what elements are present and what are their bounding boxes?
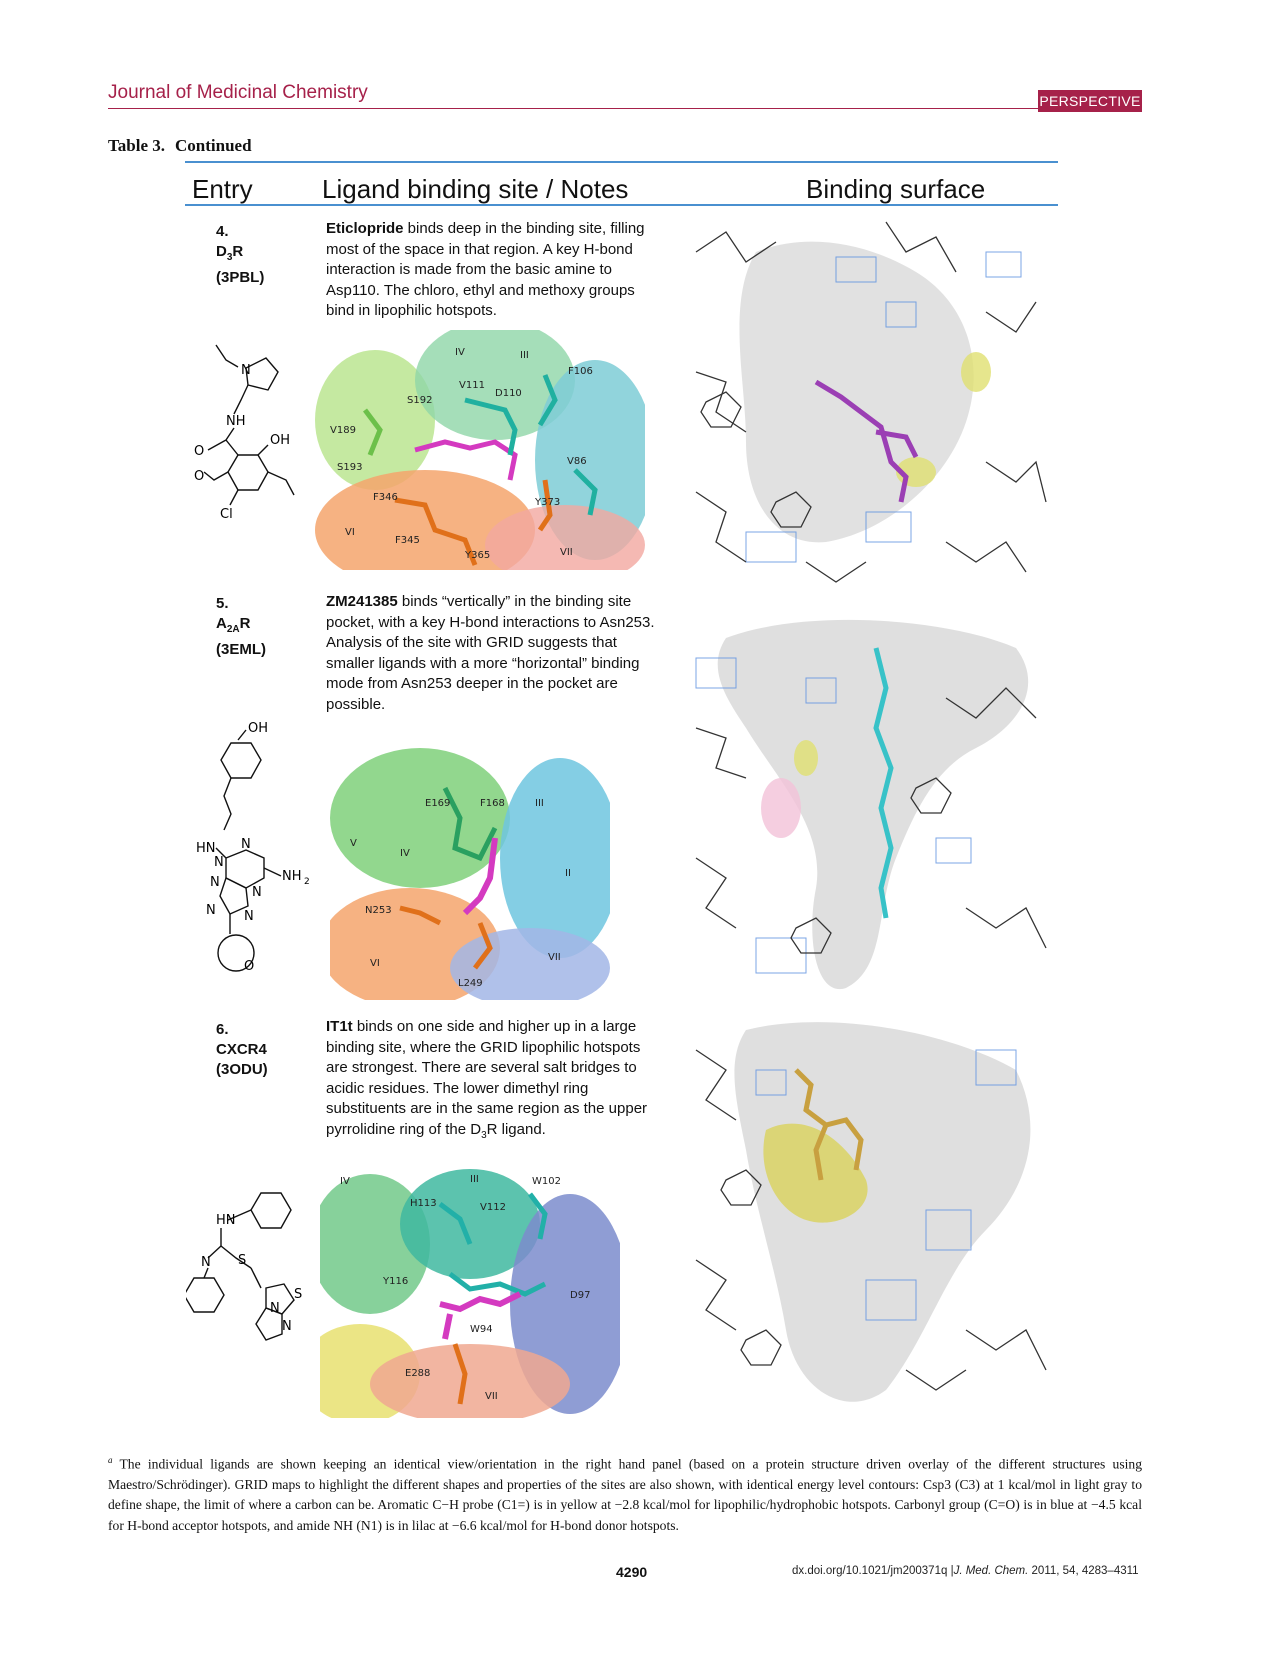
svg-text:O: O	[194, 444, 204, 459]
entry-6-binding-site-image: IV III W102 H113 V112 Y116 D97 W94 E288 …	[320, 1164, 620, 1418]
entry-4-structure: N NH O OH O Cl	[194, 344, 295, 522]
svg-text:N: N	[201, 1255, 211, 1270]
table-title: Table 3. Continued	[108, 136, 252, 155]
svg-text:III: III	[520, 350, 529, 361]
svg-text:NH: NH	[282, 869, 302, 884]
svg-text:N: N	[241, 363, 251, 378]
column-header-surface: Binding surface	[806, 174, 986, 204]
svg-text:V111: V111	[459, 380, 485, 391]
svg-text:OH: OH	[270, 433, 290, 448]
entry-6-binding-surface-image	[686, 1010, 1056, 1420]
svg-text:O: O	[244, 959, 254, 974]
svg-text:N: N	[252, 885, 262, 900]
svg-text:Y116: Y116	[382, 1276, 408, 1287]
svg-text:N: N	[210, 875, 220, 890]
svg-text:D110: D110	[495, 388, 522, 399]
page-number: 4290	[616, 1564, 648, 1580]
entry-4-note: Eticlopride binds deep in the binding si…	[326, 220, 645, 320]
svg-text:N: N	[206, 903, 216, 918]
entry-4-binding-surface-image	[686, 212, 1056, 594]
svg-text:L249: L249	[458, 978, 483, 989]
svg-text:W94: W94	[470, 1324, 493, 1335]
svg-text:VII: VII	[485, 1391, 498, 1402]
entry-6-label: 6. CXCR4 (3ODU)	[216, 1021, 268, 1078]
svg-text:Y365: Y365	[464, 550, 490, 561]
svg-text:V112: V112	[480, 1202, 506, 1213]
svg-text:VII: VII	[548, 952, 561, 963]
svg-text:N: N	[244, 909, 254, 924]
svg-text:S: S	[238, 1253, 246, 1268]
svg-text:III: III	[470, 1174, 479, 1185]
entry-6-note: IT1t binds on one side and higher up in …	[326, 1018, 648, 1141]
svg-text:F346: F346	[373, 492, 398, 503]
table-top-rule	[185, 161, 1058, 163]
svg-text:N: N	[270, 1301, 280, 1316]
svg-text:IV: IV	[400, 848, 410, 859]
entry-6-structure: HN N S S N N	[186, 1192, 302, 1341]
column-header-entry: Entry	[192, 174, 253, 204]
svg-text:O: O	[194, 469, 204, 484]
svg-text:2: 2	[304, 877, 310, 887]
svg-text:V189: V189	[330, 425, 356, 436]
svg-text:N253: N253	[365, 905, 392, 916]
svg-text:V86: V86	[567, 456, 587, 467]
entry-5-binding-surface-image	[686, 608, 1056, 1006]
svg-text:HN: HN	[216, 1213, 236, 1228]
svg-text:F106: F106	[568, 366, 593, 377]
svg-text:S: S	[294, 1287, 302, 1302]
svg-text:W102: W102	[532, 1176, 561, 1187]
svg-text:F168: F168	[480, 798, 505, 809]
svg-text:S193: S193	[337, 462, 362, 473]
svg-text:F345: F345	[395, 535, 420, 546]
svg-text:IV: IV	[455, 347, 465, 358]
svg-text:VI: VI	[345, 527, 355, 538]
entry-5-label: 5. A2AR (3EML)	[216, 595, 266, 658]
svg-text:NH: NH	[226, 414, 246, 429]
svg-text:N: N	[282, 1319, 292, 1334]
entry-5-note: ZM241385 binds “vertically” in the bindi…	[326, 593, 655, 713]
header-rule	[108, 108, 1142, 109]
svg-text:S192: S192	[407, 395, 432, 406]
entry-4-binding-site-image: IV III V111 D110 F106 S192 V189 V86 S193…	[315, 330, 645, 570]
entry-5-structure: OH HN N N NH 2 N N N N O	[196, 721, 310, 974]
svg-text:Cl: Cl	[220, 507, 233, 522]
svg-text:N: N	[214, 855, 224, 870]
svg-text:OH: OH	[248, 721, 268, 736]
svg-text:V: V	[350, 838, 357, 849]
table-footnote: a The individual ligands are shown keepi…	[108, 1455, 1142, 1533]
table-header-rule	[185, 204, 1058, 206]
column-header-notes: Ligand binding site / Notes	[322, 174, 629, 204]
svg-text:VI: VI	[370, 958, 380, 969]
svg-text:II: II	[565, 868, 571, 879]
svg-text:N: N	[241, 837, 251, 852]
entry-4-label: 4. D3R (3PBL)	[216, 223, 265, 286]
svg-text:IV: IV	[340, 1176, 350, 1187]
svg-text:Y373: Y373	[534, 497, 560, 508]
svg-text:H113: H113	[410, 1198, 437, 1209]
svg-text:E288: E288	[405, 1368, 430, 1379]
doi-citation: dx.doi.org/10.1021/jm200371q |J. Med. Ch…	[792, 1565, 1139, 1577]
section-badge: PERSPECTIVE	[1038, 90, 1142, 112]
journal-title: Journal of Medicinal Chemistry	[108, 82, 368, 103]
svg-text:E169: E169	[425, 798, 450, 809]
svg-text:III: III	[535, 798, 544, 809]
svg-text:D97: D97	[570, 1290, 590, 1301]
entry-5-binding-site-image: E169 F168 III V IV II N253 VI L249 VII	[330, 748, 610, 1000]
svg-text:HN: HN	[196, 841, 216, 856]
svg-text:VII: VII	[560, 547, 573, 558]
